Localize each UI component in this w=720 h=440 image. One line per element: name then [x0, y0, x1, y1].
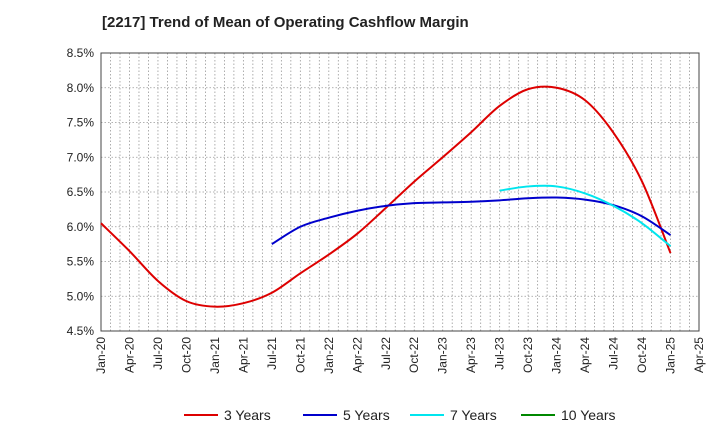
x-tick-label: Jan-25	[664, 337, 678, 374]
x-tick-label: Apr-22	[350, 337, 364, 373]
y-axis-ticks: 4.5% 5.0% 5.5% 6.0% 6.5% 7.0% 7.5% 8.0% 8.5%	[67, 46, 95, 338]
x-tick-label: Oct-22	[407, 337, 421, 373]
x-tick-label: Jan-23	[436, 337, 450, 374]
plot-area-border	[100, 52, 700, 332]
y-tick-label: 5.0%	[67, 289, 95, 303]
series-lines	[100, 85, 672, 308]
x-tick-label: Oct-20	[179, 337, 193, 373]
y-tick-label: 8.5%	[67, 46, 95, 60]
x-tick-label: Apr-25	[692, 337, 706, 373]
x-tick-label: Apr-24	[578, 337, 592, 373]
y-tick-label: 6.5%	[67, 185, 95, 199]
x-tick-label: Jan-22	[322, 337, 336, 374]
series-line-3-years	[100, 85, 672, 308]
x-tick-label: Oct-24	[635, 337, 649, 373]
y-tick-label: 5.5%	[67, 255, 95, 269]
x-tick-label: Jul-22	[379, 337, 393, 370]
legend-label-7-years: 7 Years	[450, 407, 497, 423]
x-tick-label: Jan-20	[94, 337, 108, 374]
x-axis-ticks: Jan-20 Apr-20 Jul-20 Oct-20 Jan-21 Apr-21 Jul-…	[94, 337, 706, 374]
chart-title: [2217] Trend of Mean of Operating Cashfl…	[102, 14, 469, 31]
y-tick-label: 8.0%	[67, 81, 95, 95]
x-tick-label: Oct-21	[293, 337, 307, 373]
x-tick-label: Apr-23	[464, 337, 478, 373]
x-tick-label: Oct-23	[521, 337, 535, 373]
y-tick-label: 4.5%	[67, 324, 95, 338]
x-tick-label: Jul-20	[151, 337, 165, 370]
x-tick-label: Jul-21	[265, 337, 279, 370]
grid-lines	[101, 52, 699, 332]
series-line-5-years	[271, 196, 672, 245]
x-tick-label: Jul-24	[607, 337, 621, 370]
y-tick-label: 6.0%	[67, 220, 95, 234]
series-line-7-years	[499, 184, 672, 247]
x-tick-label: Apr-21	[236, 337, 250, 373]
legend-label-10-years: 10 Years	[561, 407, 616, 423]
x-tick-label: Jan-21	[208, 337, 222, 374]
legend: 3 Years 5 Years 7 Years 10 Years	[184, 407, 616, 423]
x-tick-label: Jan-24	[550, 337, 564, 374]
legend-label-5-years: 5 Years	[343, 407, 390, 423]
x-tick-label: Jul-23	[493, 337, 507, 370]
legend-label-3-years: 3 Years	[224, 407, 271, 423]
x-tick-label: Apr-20	[122, 337, 136, 373]
y-tick-label: 7.5%	[67, 116, 95, 130]
y-tick-label: 7.0%	[67, 150, 95, 164]
